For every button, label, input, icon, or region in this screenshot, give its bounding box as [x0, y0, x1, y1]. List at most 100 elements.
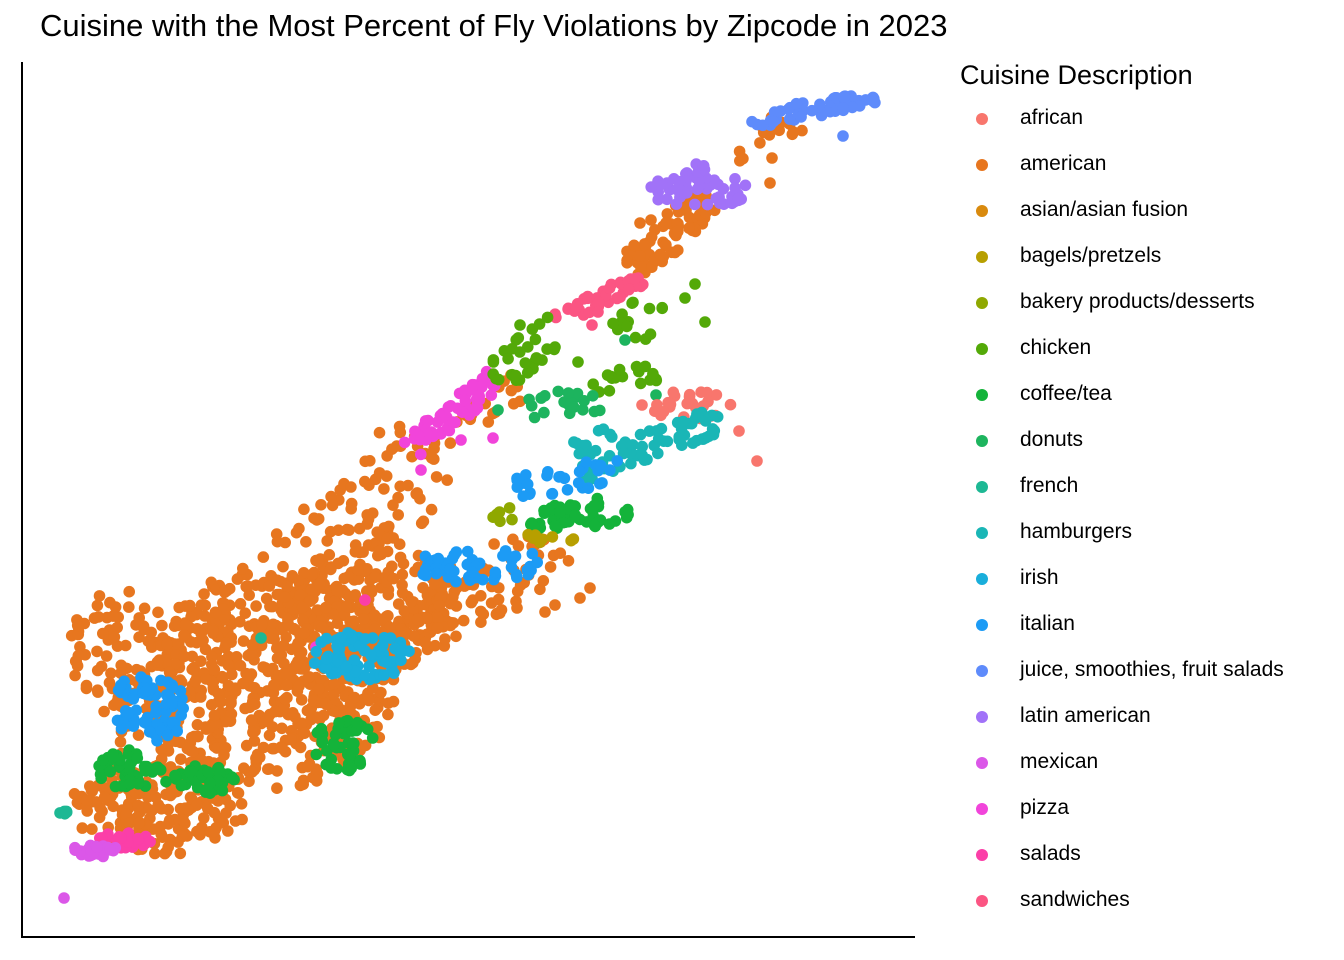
legend-key-dot [976, 849, 988, 861]
data-point [588, 499, 600, 512]
data-point [671, 183, 683, 196]
data-point [643, 302, 656, 315]
data-point [349, 589, 362, 601]
data-point [467, 379, 479, 392]
data-point [276, 742, 288, 754]
data-point [586, 319, 598, 331]
legend-label: irish [1020, 566, 1059, 589]
legend-key-dot [976, 481, 988, 493]
data-point [285, 733, 298, 746]
data-point [425, 452, 438, 464]
legend-key-dot [976, 205, 988, 217]
data-point [505, 561, 518, 574]
data-point [262, 763, 274, 775]
data-point [553, 471, 565, 483]
data-point [497, 550, 509, 562]
data-point [122, 706, 135, 719]
data-point [393, 420, 406, 433]
data-point [246, 766, 258, 778]
data-point [293, 680, 305, 692]
legend-item: latin american [960, 695, 1193, 741]
data-point [149, 847, 161, 860]
data-point [380, 470, 393, 482]
legend-item: coffee/tea [960, 373, 1193, 419]
legend-item: french [960, 465, 1193, 511]
data-point [341, 600, 353, 613]
data-point [582, 292, 594, 305]
data-point [537, 575, 550, 587]
data-point [444, 563, 456, 575]
data-point [91, 664, 104, 677]
data-point [271, 535, 284, 548]
data-point [417, 582, 429, 594]
data-point [132, 778, 144, 790]
data-point [714, 197, 726, 209]
data-point [189, 665, 201, 677]
data-point [324, 563, 337, 576]
data-point [378, 669, 390, 681]
legend-label: bakery products/desserts [1020, 290, 1255, 313]
data-point [667, 386, 680, 399]
data-point [787, 126, 800, 138]
data-point [142, 635, 155, 647]
data-point [104, 844, 116, 856]
data-point [220, 807, 232, 819]
data-point [139, 765, 152, 777]
data-point [146, 804, 158, 817]
data-point [69, 669, 81, 682]
data-point [567, 401, 580, 413]
data-point [154, 820, 167, 833]
legend-label: sandwiches [1020, 888, 1130, 911]
data-point [342, 749, 355, 761]
data-point [240, 739, 253, 752]
data-point [457, 614, 470, 627]
data-point [359, 603, 372, 615]
data-point [411, 487, 424, 499]
data-point [587, 390, 599, 402]
data-point [487, 354, 500, 366]
data-point [477, 608, 490, 620]
data-point [111, 714, 124, 727]
data-point [320, 632, 333, 645]
data-point [132, 799, 144, 812]
data-point [160, 775, 172, 788]
legend-item: american [960, 143, 1193, 189]
data-point [465, 596, 478, 609]
data-point [643, 425, 656, 437]
data-point [405, 658, 417, 671]
data-point [166, 697, 178, 710]
data-point [98, 705, 110, 718]
data-point [520, 469, 532, 481]
legend-item: bagels/pretzels [960, 235, 1193, 281]
legend-item: chicken [960, 327, 1193, 373]
data-point [689, 198, 701, 211]
data-point [237, 677, 249, 690]
data-point [127, 720, 140, 732]
data-point [97, 754, 109, 766]
data-point [521, 367, 534, 379]
data-point [406, 450, 418, 463]
data-point [683, 222, 695, 234]
data-point [574, 592, 586, 604]
data-point [199, 784, 212, 797]
data-point [603, 518, 616, 530]
data-point [629, 273, 641, 285]
data-point [232, 787, 245, 799]
data-point [382, 588, 395, 601]
data-point [531, 556, 543, 569]
data-point [95, 772, 107, 785]
data-point [100, 650, 113, 662]
data-point [506, 513, 518, 526]
data-point [290, 658, 303, 671]
data-point [268, 679, 280, 691]
data-point [351, 716, 364, 729]
data-point [573, 465, 586, 478]
data-point [398, 436, 411, 449]
data-point [415, 448, 427, 461]
data-point [521, 478, 534, 491]
data-point [248, 682, 261, 694]
data-point [85, 784, 98, 796]
data-point [519, 357, 532, 369]
legend-key-dot [976, 297, 988, 309]
data-point [143, 726, 156, 738]
